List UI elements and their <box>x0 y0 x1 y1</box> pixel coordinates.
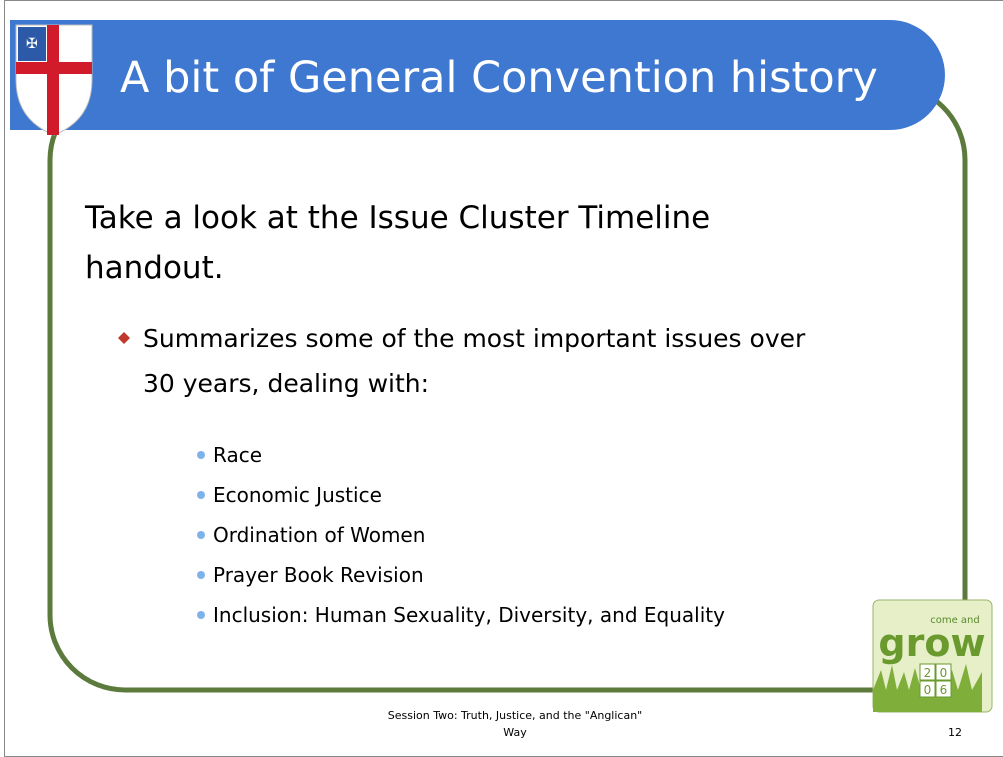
page: ✠ A bit of General Convention history Ta… <box>0 0 1003 757</box>
year-digit: 0 <box>924 683 932 697</box>
year-digit: 0 <box>940 666 948 680</box>
body-text: handout. <box>85 250 224 286</box>
sub-bullet-text: Economic Justice <box>213 483 382 507</box>
sub-bullet-dot <box>197 491 205 499</box>
logo-word: grow <box>878 621 985 665</box>
body-text: Take a look at the Issue Cluster Timelin… <box>84 200 710 236</box>
sub-bullet-dot <box>197 611 205 619</box>
bullet-text: Summarizes some of the most important is… <box>143 324 806 353</box>
sub-bullet-dot <box>197 451 205 459</box>
sub-bullet-text: Prayer Book Revision <box>213 563 424 587</box>
bullet-text: 30 years, dealing with: <box>143 369 429 398</box>
slide-title: A bit of General Convention history <box>120 53 878 103</box>
sub-bullet-text: Race <box>213 443 262 467</box>
year-digit: 2 <box>924 666 932 680</box>
sub-bullet-dot <box>197 531 205 539</box>
footer-text: Session Two: Truth, Justice, and the "An… <box>388 709 643 722</box>
sub-bullet-text: Ordination of Women <box>213 523 425 547</box>
sub-bullet-dot <box>197 571 205 579</box>
svg-text:✠: ✠ <box>26 36 38 52</box>
slide-number: 12 <box>948 726 962 739</box>
sub-bullet-text: Inclusion: Human Sexuality, Diversity, a… <box>213 603 725 627</box>
footer-text: Way <box>503 726 527 739</box>
slide: ✠ A bit of General Convention history Ta… <box>0 0 1003 757</box>
year-digit: 6 <box>940 683 948 697</box>
